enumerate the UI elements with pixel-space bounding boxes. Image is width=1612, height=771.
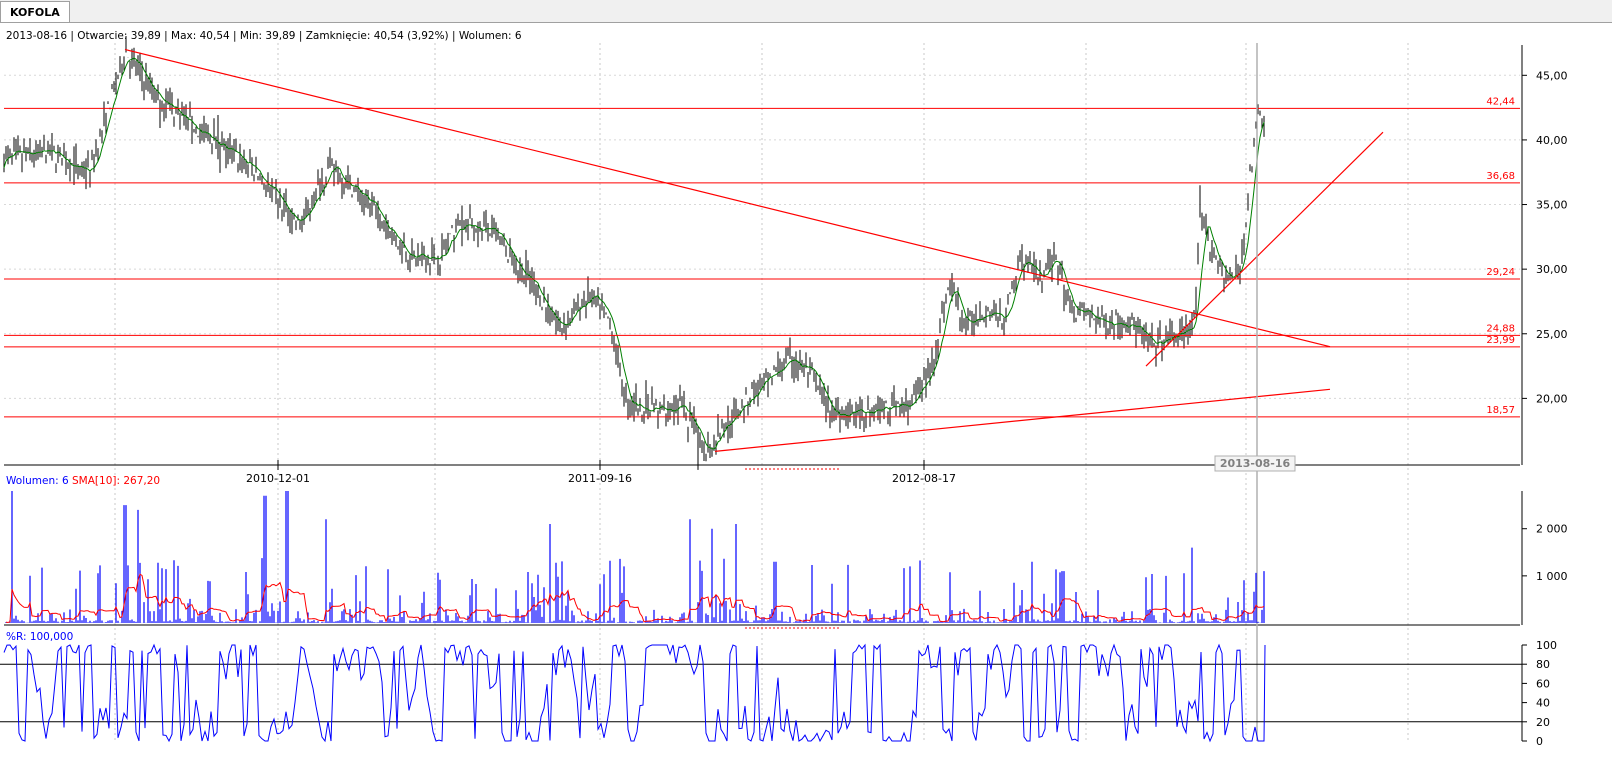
trend-lines[interactable] bbox=[124, 48, 1384, 452]
wr-axis-label: 60 bbox=[1536, 677, 1550, 690]
price-axis-label: 30,00 bbox=[1536, 263, 1568, 276]
wr-axis-label: 100 bbox=[1536, 639, 1557, 652]
price-axis-label: 20,00 bbox=[1536, 392, 1568, 405]
price-axis-label: 40,00 bbox=[1536, 134, 1568, 147]
volume-bar-set bbox=[5, 491, 1265, 623]
tab-bar: KOFOLA bbox=[0, 0, 1612, 23]
info-volume: Wolumen: 6 bbox=[459, 30, 522, 42]
date-axis-label: 2010-12-01 bbox=[246, 472, 310, 485]
price-axis-label: 35,00 bbox=[1536, 199, 1568, 212]
info-max: Max: 40,54 bbox=[171, 30, 230, 42]
level-label: 42,44 bbox=[1486, 96, 1515, 107]
date-axis-label: 2011-09-16 bbox=[568, 472, 632, 485]
wr-legend: %R: 100,000 bbox=[6, 631, 73, 643]
volume-sma-legend-label: SMA[10]: 267,20 bbox=[72, 475, 160, 487]
date-axis-label: 2012-08-17 bbox=[892, 472, 956, 485]
level-label: 36,68 bbox=[1486, 171, 1515, 182]
price-axis-label: 25,00 bbox=[1536, 328, 1568, 341]
price-axis: 45,00 40,00 35,00 30,00 25,00 20,00 bbox=[1522, 69, 1568, 405]
trend-line bbox=[124, 48, 1331, 348]
wr-line bbox=[3, 643, 1266, 743]
wr-axis-label: 20 bbox=[1536, 716, 1550, 729]
info-date: 2013-08-16 bbox=[6, 30, 67, 42]
level-label: 18,57 bbox=[1486, 405, 1515, 416]
level-label: 24,88 bbox=[1486, 323, 1515, 334]
chart-area: 2013-08-16 | Otwarcie: 39,89 | Max: 40,5… bbox=[0, 23, 1612, 768]
cursor-date-box bbox=[1214, 455, 1296, 472]
volume-sma-line bbox=[5, 573, 1265, 624]
trend-line bbox=[714, 388, 1331, 452]
info-open: Otwarcie: 39,89 bbox=[77, 30, 161, 42]
level-label: 29,24 bbox=[1486, 267, 1515, 278]
volume-axis: 2 000 1 000 bbox=[1522, 523, 1568, 583]
price-series bbox=[3, 36, 1265, 470]
price-axis-label: 45,00 bbox=[1536, 69, 1568, 82]
williams-r-axis: 100 80 60 40 20 0 bbox=[1522, 639, 1557, 748]
cursor-date-label: 2013-08-16 bbox=[1220, 457, 1291, 470]
wr-axis-label: 0 bbox=[1536, 735, 1543, 748]
volume-legend: Wolumen: 6 SMA[10]: 267,20 bbox=[6, 475, 160, 487]
stock-chart[interactable]: 2013-08-16 | Otwarcie: 39,89 | Max: 40,5… bbox=[0, 23, 1612, 768]
williams-r-series bbox=[0, 643, 1522, 743]
level-label: 23,99 bbox=[1486, 335, 1515, 346]
trend-line bbox=[1145, 131, 1384, 367]
volume-axis-label: 1 000 bbox=[1536, 570, 1568, 583]
price-sma-line bbox=[3, 57, 1265, 450]
tab-kofola[interactable]: KOFOLA bbox=[0, 1, 70, 22]
volume-bars bbox=[5, 491, 1265, 624]
date-axis: 2010-12-01 2011-09-16 2012-08-17 bbox=[246, 460, 956, 485]
info-min: Min: 39,89 bbox=[240, 30, 296, 42]
info-line: 2013-08-16 | Otwarcie: 39,89 | Max: 40,5… bbox=[6, 30, 522, 42]
volume-legend-label: Wolumen: 6 bbox=[6, 475, 69, 487]
wr-axis-label: 80 bbox=[1536, 658, 1550, 671]
wr-axis-label: 40 bbox=[1536, 697, 1550, 710]
volume-axis-label: 2 000 bbox=[1536, 523, 1568, 536]
info-close: Zamknięcie: 40,54 (3,92%) bbox=[306, 30, 449, 42]
